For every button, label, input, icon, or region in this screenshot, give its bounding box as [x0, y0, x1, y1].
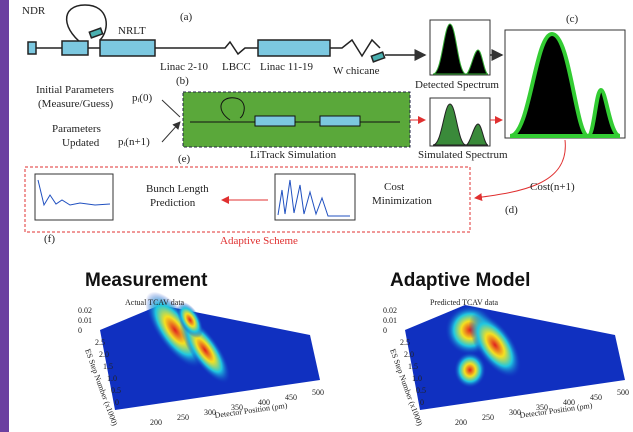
y-tick-label: 0: [115, 398, 119, 407]
z-tick-label: 0.02: [78, 306, 92, 315]
spectrum: [432, 103, 489, 146]
surface-peak: [454, 352, 486, 388]
simulation-box: [182, 91, 411, 148]
label: Initial Parameters: [36, 84, 114, 96]
y-tick-label: 2.0: [99, 350, 109, 359]
label: LiTrack Simulation: [250, 149, 337, 161]
x-tick-label: 350: [231, 403, 243, 412]
label: Detected Spectrum: [415, 79, 499, 91]
label: W chicane: [333, 65, 380, 77]
x-tick-label: 450: [285, 393, 297, 402]
surface-peak: [176, 301, 204, 339]
label: (Measure/Guess): [38, 98, 113, 110]
z-tick-label: 0.01: [383, 316, 397, 325]
y-tick-label: 2.0: [404, 350, 414, 359]
x-tick-label: 400: [563, 398, 575, 407]
label: NRLT: [118, 25, 146, 37]
label: Linac 11-19: [260, 61, 314, 73]
x-tick-label: 500: [617, 388, 629, 397]
label: NDR: [22, 5, 46, 17]
x-tick-label: 350: [536, 403, 548, 412]
inset-label: Actual TCAV data: [125, 298, 185, 307]
label: Adaptive Scheme: [220, 235, 298, 247]
y-tick-label: 2.5: [95, 338, 105, 347]
y-tick-label: 1.5: [408, 362, 418, 371]
y-tick-label: 2.5: [400, 338, 410, 347]
x-tick-label: 450: [590, 393, 602, 402]
inset-label: Predicted TCAV data: [430, 298, 498, 307]
x-tick-label: 400: [258, 398, 270, 407]
label: Cost(n+1): [530, 181, 575, 193]
x-tick-label: 300: [204, 408, 216, 417]
label: Parameters: [52, 123, 101, 135]
panel-title: Measurement: [85, 270, 208, 291]
label: (b): [176, 75, 189, 87]
y-tick-label: 1.5: [103, 362, 113, 371]
axis-label: Detector Position (pm): [214, 401, 288, 420]
trace: [277, 179, 350, 217]
plot-box: [34, 173, 114, 221]
label: (a): [180, 11, 193, 23]
label: (c): [566, 13, 579, 25]
panel-title: Adaptive Model: [390, 270, 530, 291]
spectrum: [432, 23, 489, 75]
surface-peak: [468, 312, 522, 378]
label: Cost: [384, 181, 404, 193]
label: Bunch Length: [146, 183, 209, 195]
y-tick-label: 0: [420, 398, 424, 407]
label: Linac 2-10: [160, 61, 208, 73]
y-tick-label: 1.0: [107, 374, 117, 383]
label: pᵢ(n+1): [118, 136, 150, 148]
spectrum: [509, 31, 621, 139]
z-tick-label: 0: [383, 326, 387, 335]
plot-box: [274, 173, 356, 221]
arrow: [161, 99, 180, 143]
arrow: [474, 139, 566, 202]
y-tick-label: 0.5: [416, 386, 426, 395]
label: Minimization: [372, 195, 432, 207]
linac-mini: [254, 115, 296, 127]
y-tick-label: 1.0: [412, 374, 422, 383]
label: (d): [505, 204, 518, 216]
z-tick-label: 0.01: [78, 316, 92, 325]
x-tick-label: 500: [312, 388, 324, 397]
scheme-box: [24, 166, 471, 233]
label: Simulated Spectrum: [418, 149, 508, 161]
x-tick-label: 250: [177, 413, 189, 422]
label: Prediction: [150, 197, 196, 209]
label: LBCC: [222, 61, 251, 73]
y-tick-label: 0.5: [111, 386, 121, 395]
x-tick-label: 200: [455, 418, 467, 427]
trace: [37, 179, 111, 207]
x-tick-label: 250: [482, 413, 494, 422]
side-strip: [0, 0, 9, 432]
beamline: [27, 4, 504, 63]
label: Updated: [62, 137, 100, 149]
label: (f): [44, 233, 55, 245]
x-tick-label: 300: [509, 408, 521, 417]
z-tick-label: 0: [78, 326, 82, 335]
axis-label: Detector Position (pm): [519, 401, 593, 420]
linac-mini: [319, 115, 361, 127]
label: (e): [178, 153, 191, 165]
x-tick-label: 200: [150, 418, 162, 427]
z-tick-label: 0.02: [383, 306, 397, 315]
label: pᵢ(0): [132, 92, 152, 104]
